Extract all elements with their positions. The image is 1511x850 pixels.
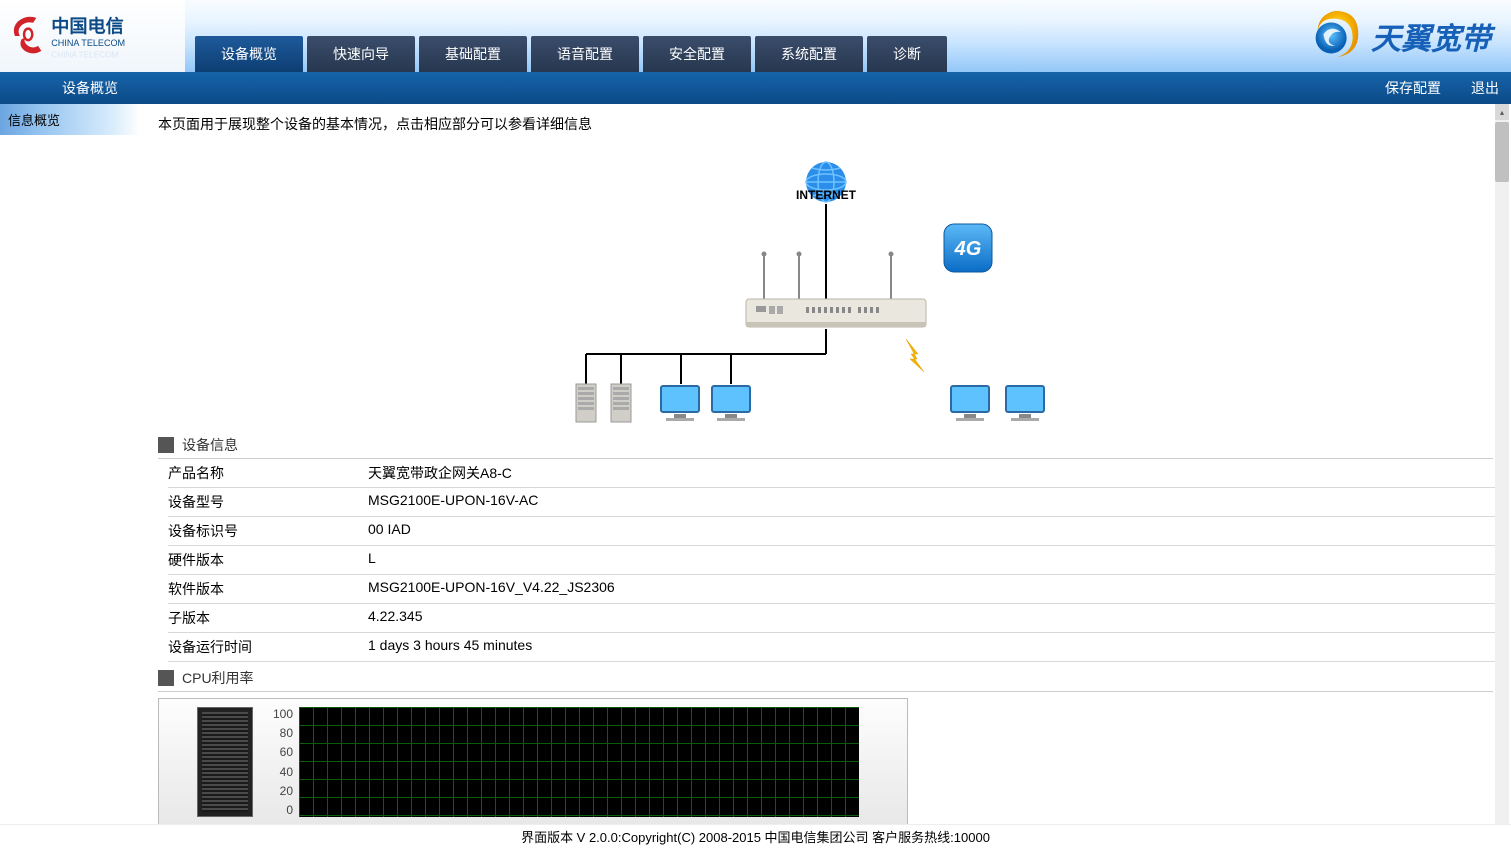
scroll-up-button[interactable]: ▴ [1495, 104, 1509, 120]
info-label: 设备运行时间 [168, 637, 368, 657]
cpu-usage-graph [299, 707, 859, 817]
nav-tab[interactable]: 设备概览 [195, 36, 303, 72]
lightning-icon [906, 339, 924, 372]
monitor-icon [712, 386, 750, 421]
sub-header-bar: 设备概览 保存配置 退出 [0, 72, 1511, 104]
table-row: 子版本4.22.345 [168, 604, 1503, 633]
axis-tick-label: 60 [280, 745, 293, 759]
section-title: CPU利用率 [182, 668, 254, 688]
info-value: 1 days 3 hours 45 minutes [368, 637, 532, 657]
monitor-icon [1006, 386, 1044, 421]
section-header-device-info: 设备信息 [158, 435, 1493, 459]
server-tower-icon [576, 384, 596, 422]
svg-text:CHINA TELECOM: CHINA TELECOM [51, 50, 118, 59]
monitor-icon [951, 386, 989, 421]
table-row: 设备运行时间1 days 3 hours 45 minutes [168, 633, 1503, 662]
axis-tick-label: 80 [280, 726, 293, 740]
nav-tab[interactable]: 基础配置 [419, 36, 527, 72]
svg-text:CHINA TELECOM: CHINA TELECOM [51, 38, 125, 48]
section-bullet-icon [158, 437, 174, 453]
breadcrumb: 设备概览 [62, 78, 118, 98]
china-telecom-logo: 中国电信 CHINA TELECOM CHINA TELECOM [10, 10, 175, 62]
right-brand-area: 天翼宽带 [1304, 5, 1491, 67]
section-header-cpu: CPU利用率 [158, 668, 1493, 692]
axis-tick-label: 40 [280, 765, 293, 779]
table-row: 产品名称天翼宽带政企网关A8-C [168, 459, 1503, 488]
header-bar: 中国电信 CHINA TELECOM CHINA TELECOM 设备概览快速向… [0, 0, 1511, 72]
nav-tab[interactable]: 诊断 [867, 36, 947, 72]
cpu-tower-icon [197, 707, 253, 817]
axis-tick-label: 100 [273, 707, 293, 721]
info-value: 4.22.345 [368, 608, 423, 628]
sidebar: 信息概览 [0, 104, 140, 824]
info-value: MSG2100E-UPON-16V-AC [368, 492, 538, 512]
info-label: 子版本 [168, 608, 368, 628]
nav-tabs: 设备概览快速向导基础配置语音配置安全配置系统配置诊断 [195, 36, 947, 72]
svg-text:中国电信: 中国电信 [51, 16, 124, 37]
scrollbar[interactable]: ▴ [1495, 104, 1509, 824]
logo-area: 中国电信 CHINA TELECOM CHINA TELECOM [0, 0, 185, 72]
sidebar-item-info-overview[interactable]: 信息概览 [0, 104, 140, 135]
section-title: 设备信息 [182, 435, 238, 455]
info-value: L [368, 550, 376, 570]
info-label: 设备标识号 [168, 521, 368, 541]
device-info-table: 产品名称天翼宽带政企网关A8-C设备型号MSG2100E-UPON-16V-AC… [168, 459, 1503, 662]
nav-tab[interactable]: 系统配置 [755, 36, 863, 72]
save-config-button[interactable]: 保存配置 [1385, 78, 1441, 98]
nav-tab[interactable]: 快速向导 [307, 36, 415, 72]
internet-label: INTERNET [796, 188, 857, 202]
svg-text:4G: 4G [953, 238, 981, 260]
info-label: 软件版本 [168, 579, 368, 599]
tianyi-brand-text: 天翼宽带 [1371, 14, 1491, 58]
info-label: 设备型号 [168, 492, 368, 512]
info-label: 产品名称 [168, 463, 368, 483]
table-row: 硬件版本L [168, 546, 1503, 575]
footer-bar: 界面版本 V 2.0.0:Copyright(C) 2008-2015 中国电信… [0, 824, 1511, 850]
server-tower-icon [611, 384, 631, 422]
nav-tab[interactable]: 安全配置 [643, 36, 751, 72]
section-bullet-icon [158, 670, 174, 686]
cpu-y-axis-labels: 100 80 60 40 20 0 [273, 707, 293, 817]
sub-header-actions: 保存配置 退出 [1385, 78, 1499, 98]
table-row: 设备型号MSG2100E-UPON-16V-AC [168, 488, 1503, 517]
network-diagram[interactable]: INTERNET 4G [158, 154, 1493, 429]
table-row: 设备标识号00 IAD [168, 517, 1503, 546]
info-value: 00 IAD [368, 521, 411, 541]
info-value: MSG2100E-UPON-16V_V4.22_JS2306 [368, 579, 615, 599]
cpu-chart-box: 100 80 60 40 20 0 [158, 698, 908, 824]
nav-tab[interactable]: 语音配置 [531, 36, 639, 72]
axis-tick-label: 0 [286, 803, 293, 817]
page-description: 本页面用于展现整个设备的基本情况，点击相应部分可以参看详细信息 [158, 114, 1493, 134]
info-value: 天翼宽带政企网关A8-C [368, 463, 512, 483]
main-area: 本页面用于展现整个设备的基本情况，点击相应部分可以参看详细信息 INTERNET [140, 104, 1511, 824]
table-row: 软件版本MSG2100E-UPON-16V_V4.22_JS2306 [168, 575, 1503, 604]
monitor-icon [661, 386, 699, 421]
scroll-thumb[interactable] [1495, 122, 1509, 182]
info-label: 硬件版本 [168, 550, 368, 570]
badge-4g-icon: 4G [944, 224, 992, 272]
content-wrap: 信息概览 本页面用于展现整个设备的基本情况，点击相应部分可以参看详细信息 INT… [0, 104, 1511, 824]
axis-tick-label: 20 [280, 784, 293, 798]
router-icon [746, 252, 926, 328]
tianyi-swirl-icon [1304, 5, 1366, 67]
cpu-graph-area: 100 80 60 40 20 0 [273, 707, 859, 817]
logout-button[interactable]: 退出 [1471, 78, 1499, 98]
